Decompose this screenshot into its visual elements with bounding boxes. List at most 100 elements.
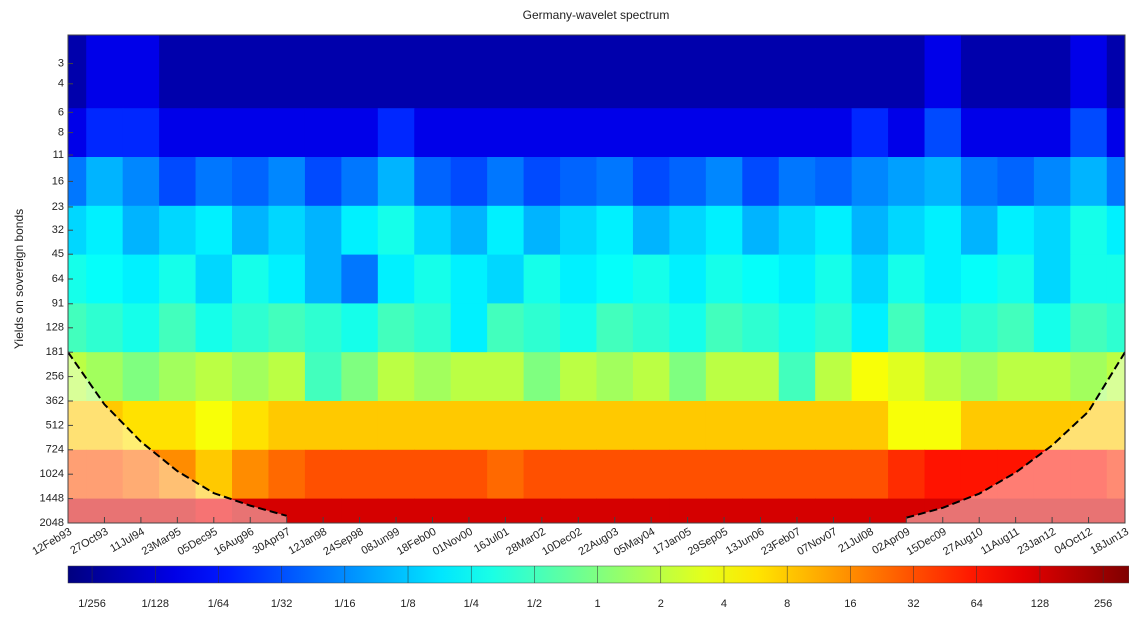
colorbar-tick-label: 128: [1031, 598, 1049, 610]
heat-cell: [560, 108, 597, 158]
heat-cell: [742, 254, 780, 304]
heat-cell: [888, 254, 926, 304]
x-tick-label: 23Jan12: [1015, 526, 1058, 558]
heat-cell: [523, 205, 561, 256]
heat-cell: [195, 157, 233, 207]
heat-cell: [68, 108, 87, 158]
coi-line: [906, 351, 1125, 519]
heat-cell: [596, 254, 634, 304]
heat-cell: [1106, 254, 1125, 304]
heat-cell: [159, 108, 197, 158]
heat-cell: [487, 449, 525, 500]
heat-cell: [68, 254, 87, 304]
heat-cell: [377, 401, 415, 451]
heat-cell: [1070, 35, 1108, 109]
heat-cell: [888, 108, 926, 158]
colorbar-tick-label: 16: [844, 598, 856, 610]
heat-cell: [669, 449, 707, 500]
heat-cell: [68, 35, 87, 109]
heat-cell: [924, 35, 962, 109]
heat-cell: [1106, 449, 1125, 500]
heat-cell: [632, 35, 670, 109]
y-axis-label: Yields on sovereign bonds: [12, 209, 26, 349]
heat-cell: [268, 254, 306, 304]
x-tick-label: 24Sep98: [321, 526, 365, 558]
heat-cell: [450, 157, 488, 207]
heat-cell: [450, 35, 488, 109]
x-tick-label: 15Dec09: [905, 526, 949, 558]
heat-cell: [159, 303, 197, 353]
heat-cell: [1033, 35, 1071, 109]
heat-cell: [888, 35, 926, 109]
x-tick-label: 27Oct93: [68, 526, 110, 557]
heat-cell: [450, 205, 488, 256]
heat-cell: [304, 108, 342, 158]
heat-cell: [924, 254, 962, 304]
heat-cell: [487, 401, 525, 451]
heat-cell: [888, 157, 926, 207]
heat-cell: [341, 401, 379, 451]
heat-cell: [560, 449, 597, 500]
heat-cell: [705, 157, 743, 207]
heat-cell: [705, 401, 743, 451]
heat-cell: [268, 35, 306, 109]
heat-cell: [815, 108, 853, 158]
heat-cell: [705, 205, 743, 256]
heat-cell: [596, 35, 634, 109]
heat-cell: [68, 352, 87, 402]
x-tick-label: 18Jun13: [1088, 526, 1129, 558]
heat-cell: [888, 449, 926, 500]
x-tick-label: 12Jan98: [287, 526, 330, 558]
heat-cell: [742, 449, 780, 500]
heat-cell: [705, 35, 743, 109]
heat-cell: [997, 449, 1035, 500]
heat-cell: [523, 35, 561, 109]
heat-cell: [632, 352, 670, 402]
heat-cell: [560, 352, 597, 402]
heat-cell: [450, 254, 488, 304]
heat-cell: [669, 254, 707, 304]
heat-cell: [268, 449, 306, 500]
colorbar-tick-label: 1/8: [400, 598, 415, 610]
heat-cell: [523, 303, 561, 353]
heat-cell: [742, 352, 780, 402]
colorbar-tick-label: 8: [784, 598, 790, 610]
heat-cell: [1070, 352, 1108, 402]
heat-cell: [268, 205, 306, 256]
x-tick-label: 08Jun99: [359, 526, 402, 558]
heat-cell: [341, 449, 379, 500]
heat-cell: [232, 352, 269, 402]
heat-cell: [195, 35, 233, 109]
heat-cell: [159, 449, 197, 500]
heat-cell: [632, 108, 670, 158]
heat-cell: [778, 108, 816, 158]
x-tick-label: 11Aug11: [979, 526, 1022, 558]
heat-cell: [1106, 35, 1125, 109]
heat-cell: [669, 303, 707, 353]
heat-cell: [122, 254, 160, 304]
heat-cell: [1033, 108, 1071, 158]
y-tick-label: 6: [58, 106, 64, 118]
heat-cell: [304, 157, 342, 207]
heat-cell: [632, 205, 670, 256]
heatmap: [68, 35, 1125, 523]
heat-cell: [268, 303, 306, 353]
heat-cell: [815, 35, 853, 109]
heat-cell: [304, 303, 342, 353]
heat-cell: [1106, 498, 1125, 523]
heat-cell: [86, 254, 124, 304]
heat-cell: [1070, 157, 1108, 207]
heat-cell: [997, 157, 1035, 207]
heat-cell: [1033, 205, 1071, 256]
heat-cell: [669, 35, 707, 109]
heat-cell: [888, 205, 926, 256]
heat-cell: [68, 205, 87, 256]
heat-cell: [341, 352, 379, 402]
y-tick-label: 256: [46, 371, 64, 383]
heat-cell: [1070, 303, 1108, 353]
heat-cell: [232, 401, 269, 451]
heat-cell: [487, 352, 525, 402]
heat-cell: [960, 157, 998, 207]
heat-cell: [705, 108, 743, 158]
heat-cell: [596, 205, 634, 256]
